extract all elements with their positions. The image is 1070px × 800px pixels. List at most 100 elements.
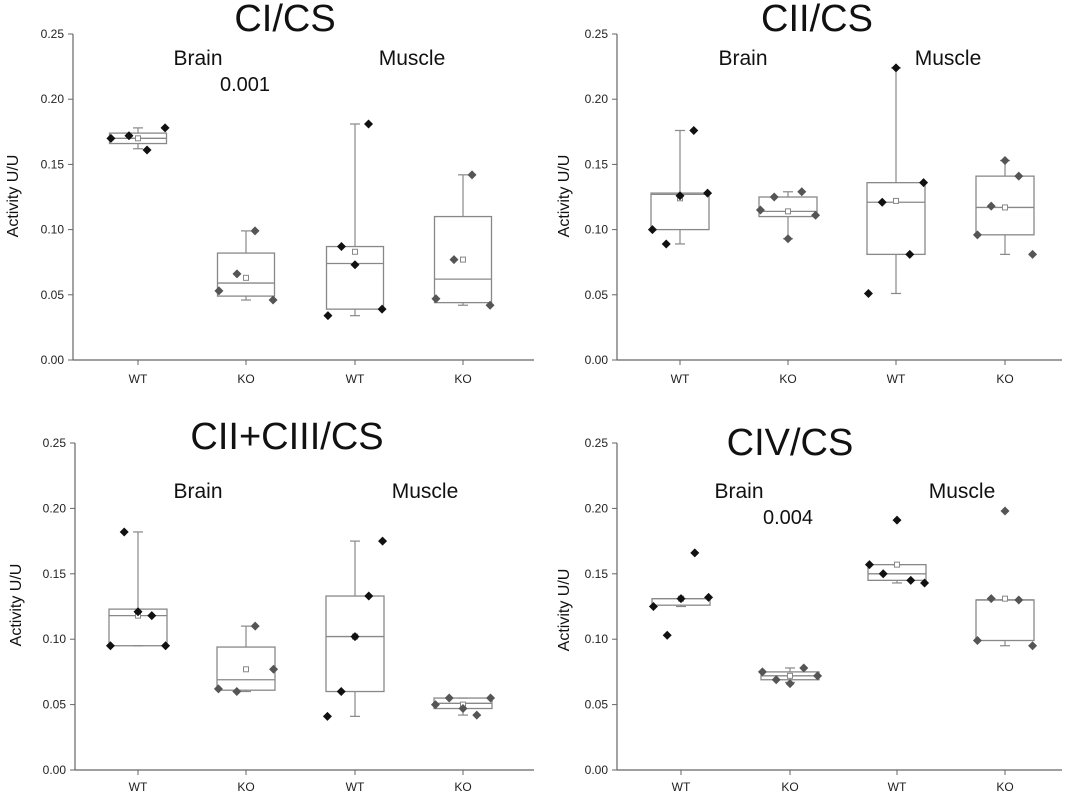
y-tick-label: 0.15 — [585, 567, 609, 581]
y-tick-label: 0.00 — [585, 353, 609, 367]
y-tick-label: 0.05 — [585, 288, 609, 302]
data-point — [813, 671, 823, 681]
x-tick-label: KO — [996, 372, 1013, 386]
chart-panel-cii-cs: CII/CS Brain Muscle Activity U/U 0.00 0.0… — [535, 0, 1070, 400]
x-tick-label: KO — [454, 780, 471, 794]
y-tick-label: 0.10 — [585, 632, 609, 646]
data-point — [467, 170, 477, 180]
data-point — [106, 133, 116, 143]
mean-marker — [1002, 595, 1008, 602]
data-point — [124, 131, 134, 141]
data-point — [703, 188, 713, 198]
y-tick-label: 0.20 — [585, 501, 609, 515]
p-value-label: 0.004 — [762, 507, 814, 529]
data-point — [269, 664, 279, 674]
data-point — [783, 234, 793, 244]
data-point — [771, 675, 781, 685]
y-tick-label: 0.10 — [43, 632, 67, 646]
y-tick-label: 0.20 — [43, 501, 67, 515]
mean-marker — [1002, 204, 1008, 211]
group-label-muscle: Muscle — [914, 47, 982, 70]
data-point — [811, 210, 821, 220]
data-point — [119, 527, 129, 537]
x-tick-label: WT — [129, 780, 148, 794]
data-point — [797, 187, 807, 197]
x-tick-label: WT — [671, 372, 690, 386]
group-label-brain: Brain — [173, 47, 223, 70]
chart-title: CIV/CS — [726, 422, 854, 464]
x-tick-label: KO — [237, 780, 254, 794]
data-point — [905, 249, 915, 259]
y-tick-label: 0.15 — [41, 157, 65, 171]
data-point — [1014, 171, 1024, 181]
chart-title: CII+CIII/CS — [190, 416, 384, 458]
data-point — [1000, 155, 1010, 165]
data-point — [648, 602, 658, 611]
data-point — [250, 621, 260, 631]
x-tick-label: WT — [887, 372, 906, 386]
x-tick-label: KO — [237, 372, 254, 386]
y-tick-label: 0.20 — [41, 92, 65, 106]
data-point — [336, 242, 346, 252]
mean-marker — [894, 561, 900, 568]
mean-marker — [243, 666, 249, 673]
y-tick-label: 0.25 — [585, 27, 609, 41]
data-point — [449, 255, 459, 265]
mean-marker — [460, 256, 466, 263]
x-tick-label: WT — [346, 780, 365, 794]
mean-marker — [785, 208, 791, 215]
chart-panel-civ-cs: CIV/CS Brain Muscle 0.004 Activity U/U 0… — [535, 400, 1070, 800]
mean-marker — [787, 672, 793, 679]
data-point — [863, 288, 873, 298]
data-point — [986, 201, 996, 211]
x-tick-label: KO — [996, 780, 1013, 794]
group-label-brain: Brain — [714, 480, 764, 503]
data-point — [232, 687, 242, 697]
data-point — [769, 192, 779, 202]
data-point — [322, 711, 332, 721]
data-point — [799, 663, 809, 673]
data-point — [906, 575, 916, 585]
data-point — [755, 205, 765, 215]
data-point — [986, 594, 996, 604]
chart-plot-area: 0.00 0.05 0.10 0.15 0.20 0.25 WT KO WT KO — [43, 436, 534, 794]
data-point — [378, 536, 388, 546]
y-tick-label: 0.25 — [585, 436, 609, 450]
data-point — [431, 294, 441, 304]
data-point — [232, 269, 242, 279]
box-iqr — [433, 215, 493, 304]
data-point — [920, 578, 930, 588]
data-point — [757, 667, 767, 677]
data-point — [142, 145, 152, 155]
x-tick-label: KO — [454, 372, 471, 386]
data-point — [1000, 506, 1010, 516]
x-tick-label: KO — [781, 780, 798, 794]
y-tick-label: 0.00 — [585, 763, 609, 777]
data-point — [105, 641, 115, 651]
y-tick-label: 0.20 — [585, 92, 609, 106]
data-point — [689, 125, 699, 135]
data-point — [690, 548, 700, 558]
data-point — [1028, 249, 1038, 259]
box-iqr — [975, 175, 1035, 236]
group-label-muscle: Muscle — [378, 47, 446, 70]
chart-title: CII/CS — [761, 0, 873, 40]
box-iqr — [758, 196, 818, 218]
data-point — [364, 591, 374, 601]
box-iqr — [216, 252, 276, 297]
data-point — [350, 632, 360, 642]
chart-title: CI/CS — [234, 0, 336, 40]
chart-plot-area: 0.00 0.05 0.10 0.15 0.20 0.25 WT KO WT KO — [41, 27, 534, 386]
data-point — [430, 700, 440, 710]
data-point — [458, 704, 468, 714]
data-point — [485, 300, 495, 310]
box-iqr — [325, 595, 385, 693]
data-point — [214, 286, 224, 296]
box-iqr — [325, 245, 385, 310]
mean-marker — [243, 274, 249, 281]
p-value-label: 0.001 — [219, 74, 271, 96]
y-tick-label: 0.05 — [41, 288, 65, 302]
data-point — [268, 295, 278, 305]
y-tick-label: 0.10 — [41, 223, 65, 237]
data-point — [213, 684, 223, 694]
